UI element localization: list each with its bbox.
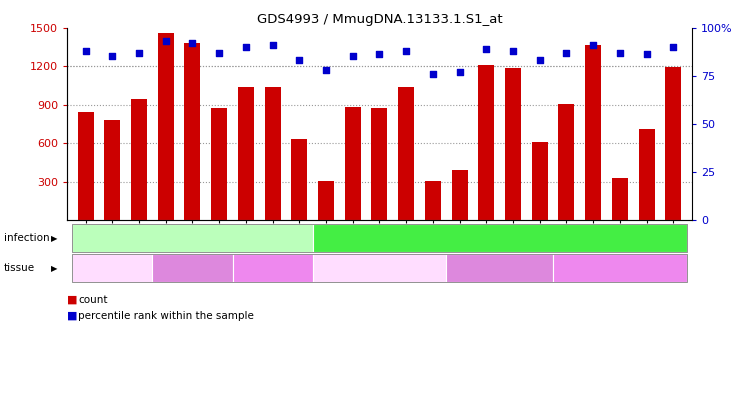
Bar bbox=[532, 142, 548, 220]
Point bbox=[187, 40, 199, 46]
Text: percentile rank within the sample: percentile rank within the sample bbox=[78, 310, 254, 321]
Point bbox=[400, 48, 412, 54]
Text: lung: lung bbox=[369, 263, 390, 273]
Point bbox=[560, 50, 572, 56]
Text: ▶: ▶ bbox=[51, 234, 57, 242]
Bar bbox=[131, 99, 147, 220]
Bar bbox=[665, 67, 682, 220]
Point bbox=[454, 69, 466, 75]
Point bbox=[667, 44, 679, 50]
Bar bbox=[292, 139, 307, 220]
Text: colon: colon bbox=[179, 263, 205, 273]
Text: count: count bbox=[78, 295, 108, 305]
Text: healthy uninfected: healthy uninfected bbox=[147, 233, 239, 243]
Bar bbox=[371, 108, 388, 220]
Bar bbox=[505, 68, 521, 220]
Point bbox=[293, 57, 305, 63]
Bar bbox=[158, 33, 174, 220]
Text: simian immunodeficiency virus infected: simian immunodeficiency virus infected bbox=[402, 233, 597, 243]
Bar bbox=[265, 86, 280, 220]
Point bbox=[240, 44, 252, 50]
Bar bbox=[104, 120, 121, 220]
Bar bbox=[318, 181, 334, 220]
Text: tissue: tissue bbox=[4, 263, 35, 273]
Point bbox=[614, 50, 626, 56]
Text: infection: infection bbox=[4, 233, 49, 243]
Bar bbox=[344, 107, 361, 220]
Point bbox=[533, 57, 545, 63]
Point bbox=[481, 46, 493, 52]
Point bbox=[133, 50, 145, 56]
Point bbox=[641, 51, 652, 58]
Text: colon: colon bbox=[487, 263, 513, 273]
Point bbox=[507, 48, 519, 54]
Text: ■: ■ bbox=[67, 310, 77, 321]
Text: jejunum: jejunum bbox=[253, 263, 292, 273]
Point bbox=[320, 67, 332, 73]
Bar bbox=[425, 181, 441, 220]
Point bbox=[373, 51, 385, 58]
Point bbox=[214, 50, 225, 56]
Bar bbox=[612, 178, 628, 220]
Text: ▶: ▶ bbox=[51, 264, 57, 272]
Bar bbox=[559, 104, 574, 220]
Title: GDS4993 / MmugDNA.13133.1.S1_at: GDS4993 / MmugDNA.13133.1.S1_at bbox=[257, 13, 502, 26]
Bar bbox=[478, 65, 494, 220]
Bar bbox=[452, 170, 467, 220]
Bar bbox=[185, 43, 200, 220]
Point bbox=[106, 53, 118, 60]
Bar bbox=[211, 108, 227, 220]
Point bbox=[160, 38, 172, 44]
Text: jejunum: jejunum bbox=[600, 263, 640, 273]
Point bbox=[587, 42, 599, 48]
Text: lung: lung bbox=[102, 263, 123, 273]
Bar bbox=[238, 86, 254, 220]
Text: ■: ■ bbox=[67, 295, 77, 305]
Point bbox=[427, 71, 439, 77]
Bar bbox=[398, 86, 414, 220]
Bar bbox=[638, 129, 655, 220]
Point bbox=[266, 42, 278, 48]
Bar bbox=[585, 46, 601, 220]
Bar bbox=[77, 112, 94, 220]
Point bbox=[80, 48, 92, 54]
Point bbox=[347, 53, 359, 60]
